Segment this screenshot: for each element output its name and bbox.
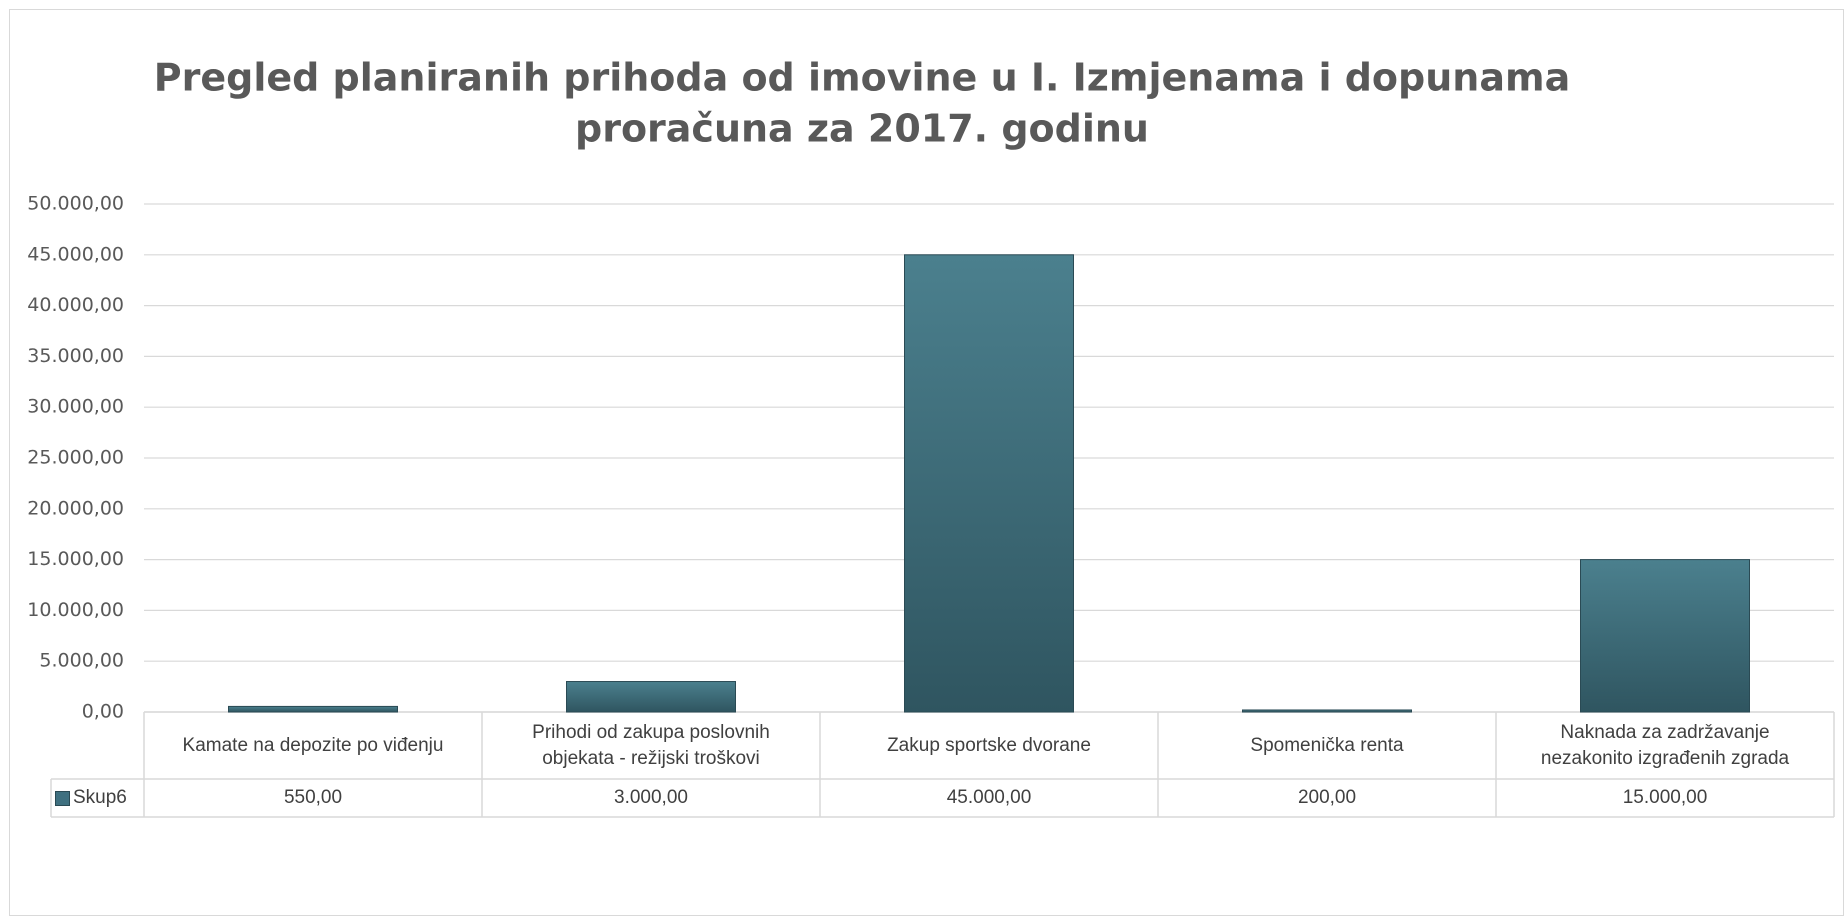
y-tick-label: 25.000,00 (27, 447, 124, 469)
chart-title-line: Pregled planiranih prihoda od imovine u … (154, 56, 1570, 100)
x-tick-label: Kamate na depozite po viđenju (182, 734, 444, 756)
y-tick-label: 30.000,00 (27, 396, 124, 418)
value-label: 550,00 (283, 787, 343, 809)
chart-title-line: proračuna za 2017. godinu (575, 107, 1149, 151)
value-label: 45.000,00 (946, 787, 1032, 809)
y-tick-label: 50.000,00 (27, 193, 124, 215)
chart-border (9, 9, 1844, 916)
y-tick-label: 40.000,00 (27, 294, 124, 316)
x-tick-label: Prihodi od zakupa poslovnih objekata - r… (532, 721, 770, 769)
bar (566, 681, 736, 713)
y-tick-label: 35.000,00 (27, 345, 124, 367)
legend-swatch (55, 790, 70, 806)
value-label: 200,00 (1297, 787, 1357, 809)
bar (228, 705, 398, 713)
legend-label: Skup6 (73, 787, 127, 809)
y-tick-label: 15.000,00 (27, 548, 124, 570)
bar (1242, 709, 1412, 713)
x-tick-label: Zakup sportske dvorane (887, 734, 1091, 756)
legend-entry: Skup6 (51, 779, 144, 817)
y-tick-label: 10.000,00 (27, 599, 124, 621)
y-tick-label: 5.000,00 (39, 650, 124, 672)
y-tick-label: 20.000,00 (27, 497, 124, 519)
value-label: 3.000,00 (614, 787, 688, 809)
y-tick-label: 45.000,00 (27, 243, 124, 265)
y-tick-label: 0,00 (82, 701, 124, 723)
bar (904, 254, 1074, 713)
x-tick-label: Spomenička renta (1250, 734, 1404, 756)
bar (1580, 559, 1750, 713)
x-tick-label: Naknada za zadržavanje nezakonito izgrađ… (1540, 721, 1790, 769)
value-label: 15.000,00 (1622, 787, 1708, 809)
